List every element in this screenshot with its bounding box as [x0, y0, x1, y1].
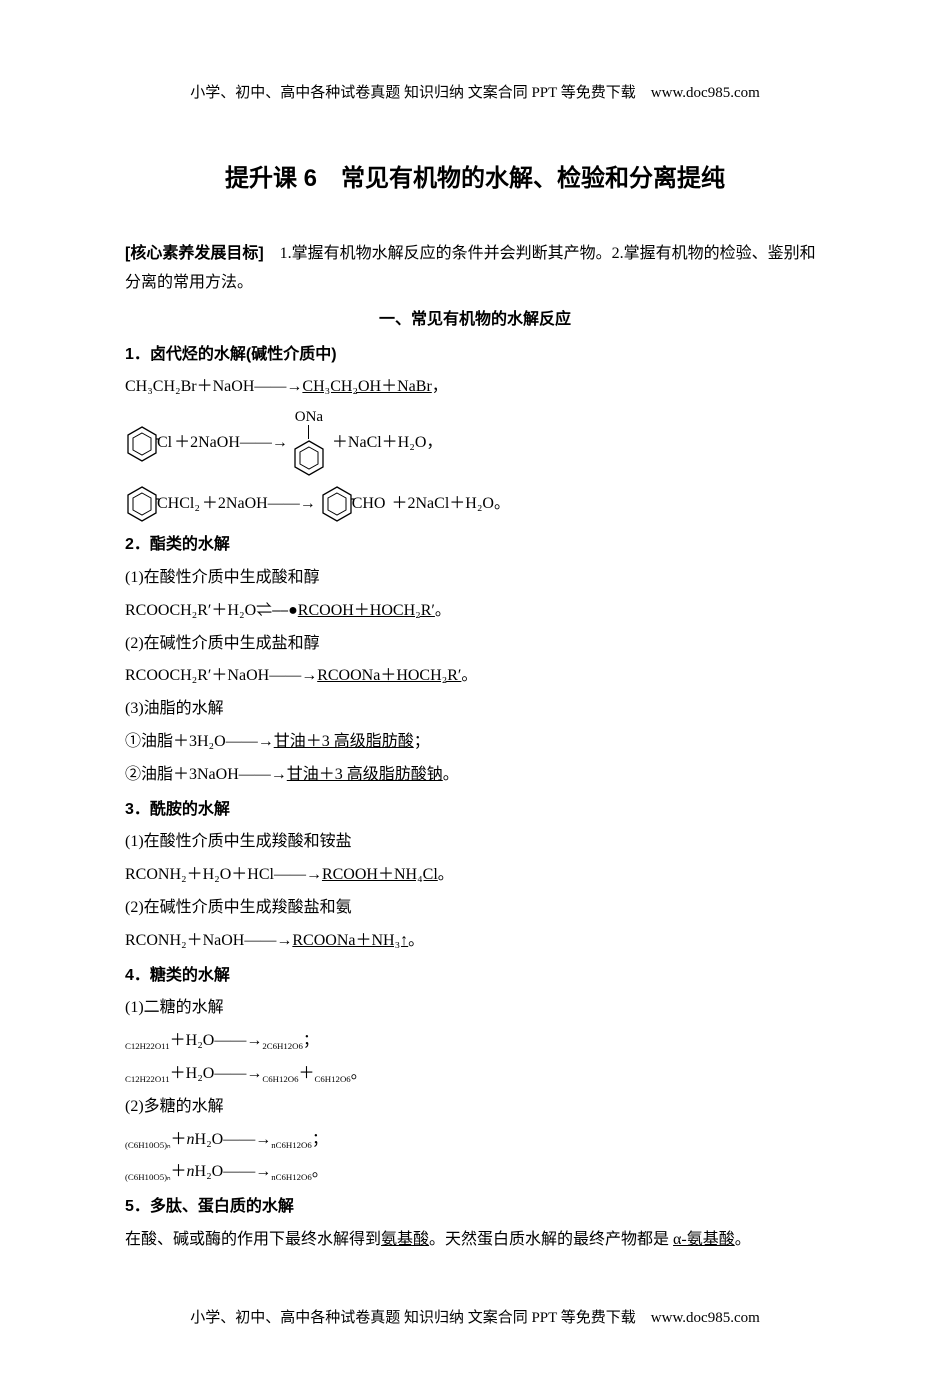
benzene-chcl2-mid: ＋2NaOH――→ [202, 490, 316, 519]
benzene-cl-row: Cl ＋2NaOH――→ ONa ＋NaCl＋H₂O， [125, 410, 825, 477]
eq4-1b-l: C12H22O11 [125, 1074, 170, 1084]
eq4-2a-r: nC6H12O6 [271, 1140, 312, 1150]
benzene-ona-block: ONa [292, 410, 326, 477]
header-link-text: 小学、初中、高中各种试卷真题 知识归纳 文案合同 PPT 等免费下载 www.d… [125, 80, 825, 107]
eq3-1-lhs: RCONH₂＋H₂O＋HCl――→ [125, 866, 322, 883]
heading-2-3: (3)油脂的水解 [125, 695, 825, 724]
eq4-1b-r2: C6H12O6 [315, 1074, 351, 1084]
benzene-chcl2-tail: ＋2NaCl＋H₂O。 [391, 490, 509, 519]
heading-3: 3．酰胺的水解 [125, 796, 825, 825]
eq4-1b-mid: ＋H₂O――→ [170, 1065, 263, 1082]
h5-c: 。 [735, 1231, 751, 1248]
benzene-icon [125, 485, 159, 523]
eq1-comma: ， [432, 378, 448, 395]
eq4-1b-period: 。 [351, 1065, 367, 1082]
equation-4-2a: (C6H10O5)ₙ＋nH₂O――→nC6H12O6； [125, 1126, 825, 1155]
eq2-2-lhs: RCOOCH₂R′＋NaOH――→ [125, 667, 317, 684]
equation-4-1b: C12H22O11＋H₂O――→C6H12O6＋C6H12O6。 [125, 1060, 825, 1089]
eq4-1a-period: ； [303, 1032, 319, 1049]
eq4-1b-r1: C6H12O6 [262, 1074, 298, 1084]
equation-3-1: RCONH₂＋H₂O＋HCl――→RCOOH＋NH₄Cl。 [125, 861, 825, 890]
equation-2-3a: ①油脂＋3H₂O――→甘油＋3 高级脂肪酸； [125, 728, 825, 757]
eq4-2a-mid: H₂O――→ [195, 1131, 272, 1148]
heading-4-1: (1)二糖的水解 [125, 994, 825, 1023]
benzene-icon [292, 439, 326, 477]
h5-b: 。天然蛋白质水解的最终产物都是 [429, 1231, 673, 1248]
benzene-cl-left [125, 425, 159, 463]
eq4-2a-l: (C6H10O5)ₙ [125, 1140, 171, 1150]
eq4-2b-period: 。 [312, 1163, 328, 1180]
eq2-1-period: 。 [435, 602, 451, 619]
heading-2-2: (2)在碱性介质中生成盐和醇 [125, 630, 825, 659]
eq2-3a-lhs: ①油脂＋3H₂O――→ [125, 733, 274, 750]
heading-5: 5．多肽、蛋白质的水解 [125, 1193, 825, 1222]
eq4-2a-period: ； [312, 1131, 328, 1148]
heading-4: 4．糖类的水解 [125, 962, 825, 991]
benzene-cl-label: Cl [157, 429, 172, 458]
eq3-2-rhs: RCOONa＋NH₃↑ [292, 932, 408, 949]
main-title: 提升课 6 常见有机物的水解、检验和分离提纯 [125, 157, 825, 200]
eq4-2b-l: (C6H10O5)ₙ [125, 1173, 171, 1183]
h5-u1: 氨基酸 [381, 1231, 429, 1248]
eq3-2-lhs: RCONH₂＋NaOH――→ [125, 932, 292, 949]
benzene-chcl2-left [125, 485, 159, 523]
eq2-3b-period: 。 [443, 766, 459, 783]
heading-4-2: (2)多糖的水解 [125, 1093, 825, 1122]
heading-1: 1．卤代烃的水解(碱性介质中) [125, 341, 825, 370]
heading-3-2: (2)在碱性介质中生成羧酸盐和氨 [125, 894, 825, 923]
heading-2: 2．酯类的水解 [125, 531, 825, 560]
eq1-lhs: CH₃CH₂Br＋NaOH――→ [125, 378, 302, 395]
equation-3-2: RCONH₂＋NaOH――→RCOONa＋NH₃↑。 [125, 927, 825, 956]
equation-2-3b: ②油脂＋3NaOH――→甘油＋3 高级脂肪酸钠。 [125, 761, 825, 790]
eq2-3b-lhs: ②油脂＋3NaOH――→ [125, 766, 287, 783]
benzene-icon [320, 485, 354, 523]
equation-2-1: RCOOCH₂R′＋H₂O⇌⎯⎯●RCOOH＋HOCH₂R′。 [125, 597, 825, 626]
equation-1: CH₃CH₂Br＋NaOH――→CH₃CH₂OH＋NaBr， [125, 373, 825, 402]
eq4-1b-plus: ＋ [299, 1065, 315, 1082]
benzene-icon [125, 425, 159, 463]
eq2-1-rhs: RCOOH＋HOCH₂R′ [298, 602, 435, 619]
eq2-3a-period: ； [414, 733, 430, 750]
eq3-1-period: 。 [438, 866, 454, 883]
eq2-2-period: 。 [461, 667, 477, 684]
benzene-cl-mid: ＋2NaOH――→ [174, 429, 288, 458]
benzene-cl-tail: ＋NaCl＋H₂O， [332, 429, 442, 458]
eq3-2-period: 。 [408, 932, 424, 949]
h5-u2: α-氨基酸 [673, 1231, 735, 1248]
ona-stem-icon [308, 425, 309, 439]
heading-2-1: (1)在酸性介质中生成酸和醇 [125, 564, 825, 593]
eq3-1-rhs: RCOOH＋NH₄Cl [322, 866, 438, 883]
objective-label: [核心素养发展目标] [125, 245, 264, 262]
eq4-2b-r: nC6H12O6 [271, 1173, 312, 1183]
eq2-3a-rhs: 甘油＋3 高级脂肪酸 [274, 733, 414, 750]
benzene-chcl2-row: CHCl₂ ＋2NaOH――→ CHO ＋2NaCl＋H₂O。 [125, 485, 825, 523]
h5-a: 在酸、碱或酶的作用下最终水解得到 [125, 1231, 381, 1248]
eq2-2-rhs: RCOONa＋HOCH₂R′ [317, 667, 461, 684]
benzene-cho-label: CHO [352, 490, 386, 519]
section-a-title: 一、常见有机物的水解反应 [125, 306, 825, 335]
equation-4-2b: (C6H10O5)ₙ＋nH₂O――→nC6H12O6。 [125, 1158, 825, 1187]
eq2-3b-rhs: 甘油＋3 高级脂肪酸钠 [287, 766, 443, 783]
eq4-2b-mid: H₂O――→ [195, 1163, 272, 1180]
equation-4-1a: C12H22O11＋H₂O――→2C6H12O6； [125, 1027, 825, 1056]
eq1-rhs: CH₃CH₂OH＋NaBr [302, 378, 431, 395]
heading-3-1: (1)在酸性介质中生成羧酸和铵盐 [125, 828, 825, 857]
heading-5-text: 在酸、碱或酶的作用下最终水解得到氨基酸。天然蛋白质水解的最终产物都是 α-氨基酸… [125, 1226, 825, 1255]
eq2-1-lhs: RCOOCH₂R′＋H₂O⇌⎯⎯● [125, 602, 298, 619]
eq4-1a-mid: ＋H₂O――→ [170, 1032, 263, 1049]
ona-label: ONa [295, 410, 323, 425]
eq4-2a-pre: ＋ [171, 1131, 187, 1148]
benzene-chcl2-label: CHCl₂ [157, 490, 200, 519]
equation-2-2: RCOOCH₂R′＋NaOH――→RCOONa＋HOCH₂R′。 [125, 662, 825, 691]
eq4-2b-n: n [187, 1163, 195, 1180]
eq4-1a-l: C12H22O11 [125, 1041, 170, 1051]
eq4-1a-r: 2C6H12O6 [262, 1041, 303, 1051]
eq4-2a-n: n [187, 1131, 195, 1148]
eq4-2b-pre: ＋ [171, 1163, 187, 1180]
document-page: 小学、初中、高中各种试卷真题 知识归纳 文案合同 PPT 等免费下载 www.d… [0, 0, 950, 1382]
benzene-cho-right [320, 485, 354, 523]
objective-line: [核心素养发展目标] 1.掌握有机物水解反应的条件并会判断其产物。2.掌握有机物… [125, 240, 825, 298]
footer-link-text: 小学、初中、高中各种试卷真题 知识归纳 文案合同 PPT 等免费下载 www.d… [125, 1305, 825, 1332]
